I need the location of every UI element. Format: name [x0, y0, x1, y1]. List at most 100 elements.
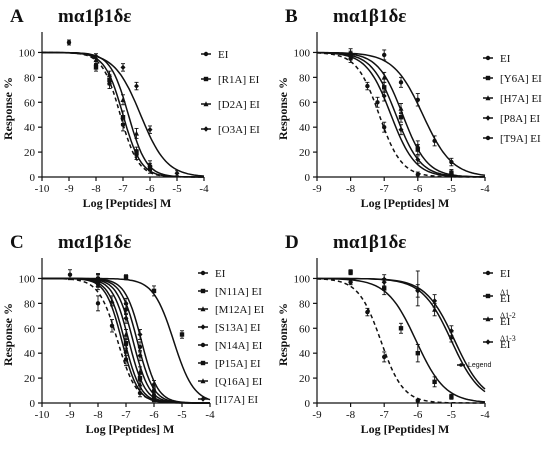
legend-marker	[200, 270, 206, 276]
x-tick-label: -8	[93, 409, 103, 421]
legend-marker	[485, 55, 491, 61]
data-point-3-3	[415, 156, 421, 163]
data-point-4-4	[449, 159, 454, 165]
data-point-2-3	[415, 143, 421, 149]
legend-marker	[203, 76, 209, 82]
legend-label: [Q16A] EI	[215, 376, 263, 388]
legend-name: EI	[500, 293, 511, 305]
data-point-0-1	[365, 309, 370, 315]
data-point-1-3	[134, 149, 139, 155]
x-tick-label: -8	[346, 409, 356, 421]
data-point-5-1	[123, 341, 129, 346]
x-axis-title: Log [Peptides] M	[86, 422, 175, 436]
panel-letter: D	[285, 232, 299, 253]
data-point-2-1	[107, 72, 112, 78]
panel-title: mα1β1δε	[58, 6, 131, 27]
y-tick-label: 80	[24, 298, 36, 310]
data-point-7-2	[137, 331, 143, 338]
x-tick-label: -9	[64, 183, 74, 195]
legend-label: Δ1-3 EI	[500, 334, 516, 351]
x-tick-label: -8	[91, 183, 101, 195]
legend-label: [M12A] EI	[215, 304, 265, 316]
data-point-1-2	[398, 326, 404, 331]
legend-marker	[485, 316, 491, 322]
data-point-2-3	[134, 130, 139, 136]
x-tick-label: -4	[480, 409, 490, 421]
x-tick-label: -9	[312, 409, 322, 421]
legend-marker	[203, 101, 209, 107]
y-tick-label: 80	[24, 72, 36, 84]
x-tick-label: -4	[205, 409, 215, 421]
legend-marker	[200, 288, 206, 294]
data-point-5-3	[151, 397, 157, 402]
y-axis-title: Response %	[1, 77, 15, 140]
legend-label: Δ1-2 EI	[500, 311, 516, 328]
x-tick-label: -5	[177, 409, 187, 421]
panel-title: mα1β1δε	[333, 6, 406, 27]
y-tick-label: 0	[305, 172, 311, 184]
legend-label: [D2A] EI	[218, 99, 260, 111]
fit-curve-0	[316, 278, 485, 404]
data-point-7-3	[151, 381, 157, 388]
data-point-4-3	[151, 388, 157, 393]
legend-label: EI	[500, 53, 511, 65]
data-point-0-2	[382, 354, 387, 360]
legend-label: [P8A] EI	[500, 113, 540, 125]
data-point-1-0	[348, 270, 353, 275]
y-axis-title: Response %	[1, 303, 15, 366]
legend-marker	[203, 126, 209, 132]
legend-label: [O3A] EI	[218, 124, 260, 136]
y-tick-label: 40	[299, 348, 311, 360]
y-tick-label: 100	[19, 273, 36, 285]
data-point-0-4	[415, 172, 420, 177]
data-point-0-1	[365, 83, 370, 89]
data-point-3-0	[381, 279, 387, 285]
x-tick-label: -5	[447, 183, 457, 195]
legend-extra-label: Legend	[468, 362, 491, 369]
x-tick-label: -6	[149, 409, 159, 421]
y-tick-label: 60	[24, 323, 36, 335]
data-point-6-0	[95, 281, 101, 287]
data-point-0-2	[375, 100, 380, 105]
data-point-3-4	[174, 170, 180, 176]
legend-label: EI	[500, 268, 511, 280]
data-point-1-1	[382, 286, 387, 291]
legend-label: Δ1 EI	[500, 288, 511, 305]
data-point-1-2	[179, 332, 185, 337]
legend-marker	[200, 324, 206, 330]
y-tick-label: 80	[299, 72, 311, 84]
x-tick-label: -5	[172, 183, 182, 195]
x-tick-label: -10	[35, 409, 50, 421]
data-point-1-3	[415, 350, 420, 356]
y-tick-label: 100	[294, 47, 311, 59]
y-tick-label: 20	[24, 147, 36, 159]
data-point-2-4	[448, 169, 454, 175]
fit-curve-7	[42, 277, 210, 404]
legend-label: [S13A] EI	[215, 322, 261, 334]
legend-label: [Y6A] EI	[500, 73, 542, 85]
data-point-2-1	[381, 74, 387, 80]
x-tick-label: -9	[65, 409, 75, 421]
y-tick-label: 100	[19, 47, 36, 59]
x-tick-label: -7	[121, 409, 131, 421]
legend-marker	[200, 396, 206, 402]
x-tick-label: -9	[312, 183, 322, 195]
legend-marker	[485, 75, 491, 81]
legend-marker	[200, 306, 206, 312]
data-point-3-0	[93, 53, 99, 59]
legend-superscript: Δ1-3	[500, 334, 516, 343]
x-tick-label: -5	[447, 409, 457, 421]
x-axis-title: Log [Peptides] M	[83, 196, 172, 210]
y-tick-label: 40	[24, 348, 36, 360]
legend-label: [H7A] EI	[500, 93, 542, 105]
y-tick-label: 0	[305, 398, 311, 410]
legend-label: [I17A] EI	[215, 394, 258, 406]
data-point-7-0	[95, 275, 101, 282]
data-point-1-4	[432, 379, 437, 385]
data-point-3-2	[398, 126, 404, 133]
y-tick-label: 20	[24, 373, 36, 385]
legend-marker	[203, 51, 209, 57]
